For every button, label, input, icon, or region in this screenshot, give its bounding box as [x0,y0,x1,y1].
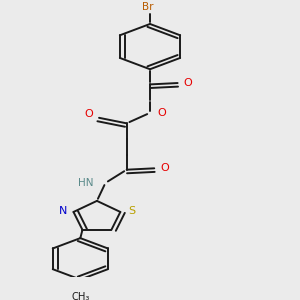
Text: O: O [157,108,166,118]
Text: O: O [84,110,93,119]
Text: O: O [184,78,193,88]
Text: O: O [160,163,169,173]
Text: N: N [59,206,67,216]
Text: S: S [129,206,136,216]
Text: Br: Br [142,2,154,12]
Text: CH₃: CH₃ [71,292,89,300]
Text: HN: HN [79,178,94,188]
